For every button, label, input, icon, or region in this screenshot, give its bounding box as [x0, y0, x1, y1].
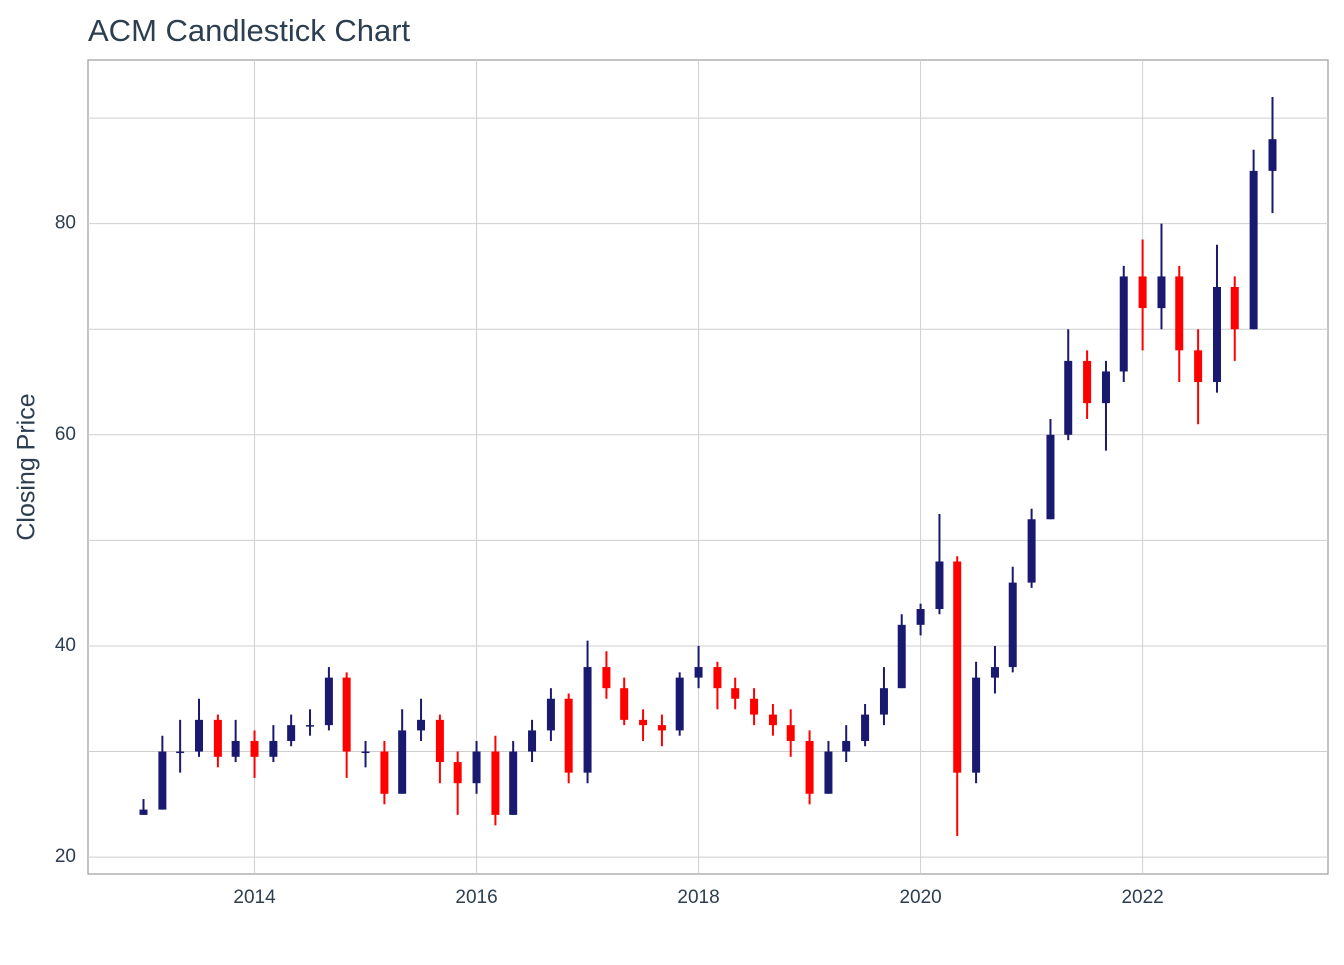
candle-body: [657, 725, 666, 731]
candle-body: [972, 677, 981, 773]
candle-body: [509, 751, 518, 815]
candle-body: [324, 677, 333, 726]
candle-body: [435, 719, 444, 763]
candle-body: [620, 688, 629, 720]
candle-body: [139, 809, 148, 815]
candle-body: [1138, 276, 1147, 309]
candle-body: [1119, 276, 1128, 372]
candle-body: [1083, 360, 1092, 404]
candle-body: [639, 719, 648, 726]
candle-body: [675, 677, 684, 731]
candle-body: [306, 725, 315, 727]
candle-body: [694, 667, 703, 678]
candle-body: [213, 719, 222, 757]
candle-body: [269, 740, 278, 757]
plot-border: [87, 59, 1329, 875]
candle-body: [564, 698, 573, 773]
x-tick-label: 2020: [899, 887, 941, 908]
y-axis-label: Closing Price: [13, 393, 41, 540]
candle-body: [528, 730, 537, 752]
candle-body: [805, 740, 814, 794]
candle-body: [1046, 434, 1055, 520]
candle-body: [472, 751, 481, 784]
candle-body: [176, 751, 185, 754]
candle-body: [1230, 286, 1239, 330]
candle-body: [879, 688, 888, 715]
candle-body: [361, 751, 370, 754]
candle-body: [990, 667, 999, 678]
candle-body: [602, 667, 611, 689]
candle-body: [453, 762, 462, 784]
candle-body: [1194, 350, 1203, 383]
candle-body: [953, 561, 962, 773]
candle-body: [1157, 276, 1166, 309]
x-tick-label: 2022: [1121, 887, 1163, 908]
candle-body: [935, 561, 944, 610]
x-tick-label: 2016: [455, 887, 497, 908]
candle-body: [861, 714, 870, 741]
candle-body: [824, 751, 833, 794]
candle-body: [786, 725, 795, 741]
candle-body: [897, 624, 906, 689]
candle-body: [250, 740, 259, 757]
candle-body: [916, 609, 925, 625]
candle-body: [731, 688, 740, 699]
candle-body: [583, 667, 592, 773]
candle-body: [380, 751, 389, 794]
candle-body: [1268, 139, 1277, 171]
candle-body: [158, 751, 167, 810]
candle-body: [1249, 170, 1258, 330]
y-tick-label: 60: [55, 424, 76, 445]
candle-body: [398, 730, 407, 794]
x-tick-label: 2014: [233, 887, 276, 908]
y-tick-label: 20: [55, 846, 76, 867]
candle-body: [1008, 582, 1017, 668]
candle-body: [1064, 360, 1073, 435]
candle-body: [1175, 276, 1184, 351]
candle-body: [768, 714, 777, 726]
candle-body: [713, 667, 722, 689]
candle-body: [1027, 519, 1036, 583]
candle-body: [750, 698, 759, 715]
candle-body: [1101, 371, 1110, 404]
x-tick-label: 2018: [677, 887, 719, 908]
candle-body: [546, 698, 555, 731]
candle-body: [195, 719, 204, 752]
y-tick-label: 40: [55, 635, 76, 656]
candle-body: [287, 725, 296, 741]
candle-body: [842, 740, 851, 752]
candle-body: [342, 677, 351, 752]
chart-title: ACM Candlestick Chart: [88, 13, 411, 48]
candle-body: [491, 751, 500, 815]
candle-body: [1212, 286, 1221, 383]
y-tick-label: 80: [55, 213, 76, 234]
candle-body: [417, 719, 426, 731]
candle-body: [231, 740, 240, 757]
